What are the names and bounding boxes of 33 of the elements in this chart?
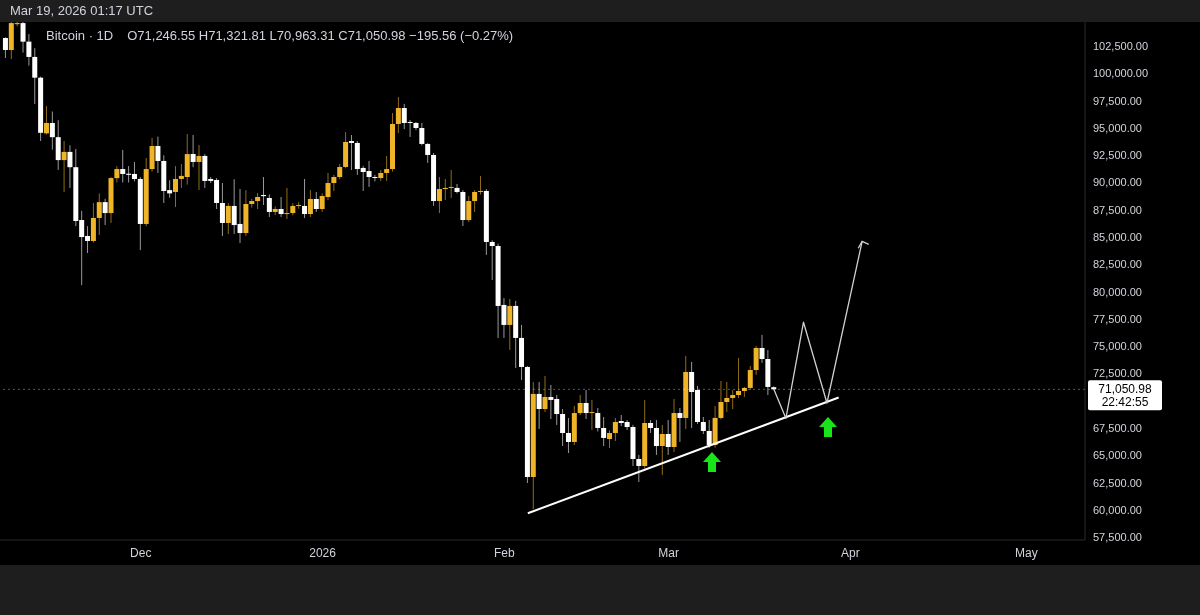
y-tick-label: 72,500.00 <box>1093 367 1142 380</box>
y-tick-label: 102,500.00 <box>1093 39 1149 52</box>
x-tick-label: Mar <box>658 545 679 560</box>
annotation: O71,246.55 H71,321.81 L70,963.31 C71,050.98 −195.56 (−0.27%) <box>127 28 514 43</box>
x-tick-label: Apr <box>841 545 860 560</box>
x-tick-label: Dec <box>130 545 152 560</box>
y-tick-label: 95,000.00 <box>1093 121 1142 134</box>
y-tick-label: 97,500.00 <box>1093 94 1142 107</box>
candlestick <box>454 183 460 194</box>
line-series <box>773 240 863 419</box>
x-tick-label: 2026 <box>309 545 337 560</box>
candlestick <box>372 174 378 182</box>
text: Bitcoin · 1D <box>46 28 114 43</box>
text: 22:42:55 <box>1101 395 1149 410</box>
y-tick-label: 100,000.00 <box>1093 67 1149 80</box>
y-tick-label: 67,500.00 <box>1093 422 1142 435</box>
ref-line-label: 71,050.98 <box>1098 382 1153 397</box>
x-tick-label: May <box>1015 545 1038 560</box>
y-tick-label: 57,500.00 <box>1093 531 1142 544</box>
y-tick-label: 92,500.00 <box>1093 149 1142 162</box>
y-tick-label: 87,500.00 <box>1093 203 1142 216</box>
y-tick-label: 75,000.00 <box>1093 340 1142 353</box>
y-tick-label: 82,500.00 <box>1093 258 1142 271</box>
chart-subtitle: Mar 19, 2026 01:17 UTC <box>0 0 1200 22</box>
y-tick-label: 65,000.00 <box>1093 449 1142 462</box>
y-tick-label: 85,000.00 <box>1093 230 1142 243</box>
y-tick-label: 80,000.00 <box>1093 285 1142 298</box>
y-tick-label: 62,500.00 <box>1093 476 1142 489</box>
y-tick-label: 90,000.00 <box>1093 176 1142 189</box>
x-tick-label: Feb <box>494 545 516 560</box>
y-tick-label: 77,500.00 <box>1093 312 1142 325</box>
y-tick-label: 60,000.00 <box>1093 503 1142 516</box>
candlestick <box>331 174 337 192</box>
